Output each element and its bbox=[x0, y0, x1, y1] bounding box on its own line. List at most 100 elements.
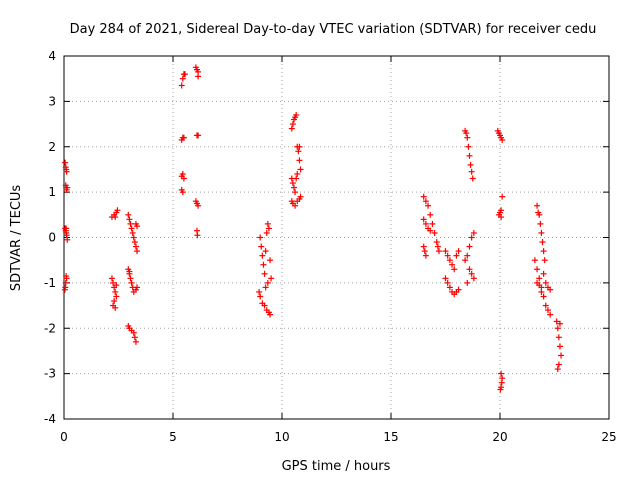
data-point bbox=[63, 225, 70, 232]
y-tick-label: -3 bbox=[44, 367, 56, 381]
data-point bbox=[134, 223, 141, 230]
data-point bbox=[194, 232, 201, 239]
data-point bbox=[449, 261, 456, 268]
data-point bbox=[267, 311, 274, 318]
data-point bbox=[264, 220, 271, 227]
data-point bbox=[258, 243, 265, 250]
data-point bbox=[289, 180, 296, 187]
x-tick-label: 0 bbox=[60, 430, 68, 444]
grid-lines bbox=[64, 56, 609, 419]
data-point bbox=[261, 302, 268, 309]
data-point bbox=[422, 198, 429, 205]
data-point bbox=[112, 214, 119, 221]
data-point bbox=[499, 193, 506, 200]
data-point bbox=[263, 229, 270, 236]
data-point bbox=[542, 279, 549, 286]
data-point bbox=[131, 334, 138, 341]
data-point bbox=[422, 220, 429, 227]
x-tick-label: 15 bbox=[383, 430, 398, 444]
data-point bbox=[127, 275, 134, 282]
data-point bbox=[260, 261, 267, 268]
data-point bbox=[429, 220, 436, 227]
data-point bbox=[468, 270, 475, 277]
x-tick-label: 5 bbox=[169, 430, 177, 444]
data-point bbox=[125, 211, 132, 218]
data-point bbox=[262, 248, 269, 255]
data-point bbox=[453, 252, 460, 259]
data-point bbox=[181, 71, 188, 78]
data-point bbox=[433, 239, 440, 246]
data-point bbox=[431, 229, 438, 236]
data-point bbox=[464, 279, 471, 286]
data-point bbox=[113, 293, 120, 300]
data-point bbox=[290, 184, 297, 191]
data-point bbox=[262, 284, 269, 291]
data-point bbox=[553, 318, 560, 325]
data-point bbox=[444, 252, 451, 259]
data-point bbox=[61, 286, 68, 293]
data-point bbox=[126, 216, 133, 223]
data-point bbox=[536, 282, 543, 289]
data-point bbox=[469, 175, 476, 182]
data-point bbox=[112, 288, 119, 295]
data-point bbox=[297, 193, 304, 200]
data-point bbox=[127, 220, 134, 227]
data-point bbox=[292, 202, 299, 209]
data-point bbox=[420, 243, 427, 250]
data-point bbox=[539, 239, 546, 246]
data-point bbox=[467, 161, 474, 168]
data-point bbox=[63, 232, 70, 239]
data-point bbox=[422, 252, 429, 259]
data-points bbox=[61, 64, 565, 393]
data-point bbox=[126, 268, 133, 275]
data-point bbox=[421, 248, 428, 255]
data-point bbox=[425, 202, 432, 209]
y-tick-label: -4 bbox=[44, 412, 56, 426]
data-point bbox=[446, 257, 453, 264]
chart-title: Day 284 of 2021, Sidereal Day-to-day VTE… bbox=[70, 22, 597, 37]
data-point bbox=[538, 229, 545, 236]
data-point bbox=[466, 152, 473, 159]
data-point bbox=[63, 168, 70, 175]
data-point bbox=[542, 302, 549, 309]
data-point bbox=[256, 288, 263, 295]
data-point bbox=[497, 386, 504, 393]
data-point bbox=[180, 175, 187, 182]
data-point bbox=[195, 202, 202, 209]
data-point bbox=[462, 257, 469, 264]
data-point bbox=[131, 239, 138, 246]
data-point bbox=[464, 134, 471, 141]
x-tick-label: 20 bbox=[492, 430, 507, 444]
data-point bbox=[265, 225, 272, 232]
data-point bbox=[531, 257, 538, 264]
data-point bbox=[420, 193, 427, 200]
data-point bbox=[108, 275, 115, 282]
data-point bbox=[110, 279, 117, 286]
axis-ticks: 0 5 10 15 20 25 -4 -3 -2 -1 0 1 2 3 4 bbox=[44, 49, 617, 444]
data-point bbox=[498, 207, 505, 214]
data-point bbox=[540, 293, 547, 300]
data-point bbox=[267, 257, 274, 264]
data-point bbox=[558, 352, 565, 359]
data-point bbox=[536, 275, 543, 282]
y-tick-label: -1 bbox=[44, 276, 56, 290]
data-point bbox=[446, 284, 453, 291]
data-point bbox=[180, 134, 187, 141]
x-axis-label: GPS time / hours bbox=[282, 459, 391, 474]
data-point bbox=[62, 159, 69, 166]
data-point bbox=[498, 214, 505, 221]
data-point bbox=[442, 248, 449, 255]
data-point bbox=[134, 284, 141, 291]
data-point bbox=[179, 170, 186, 177]
data-point bbox=[134, 248, 141, 255]
data-point bbox=[130, 234, 137, 241]
data-point bbox=[451, 266, 458, 273]
data-point bbox=[112, 304, 119, 311]
data-point bbox=[544, 307, 551, 314]
y-tick-label: 2 bbox=[48, 140, 56, 154]
data-point bbox=[540, 248, 547, 255]
data-point bbox=[257, 293, 264, 300]
data-point bbox=[293, 175, 300, 182]
y-axis-label: SDTVAR / TECUs bbox=[9, 185, 24, 292]
